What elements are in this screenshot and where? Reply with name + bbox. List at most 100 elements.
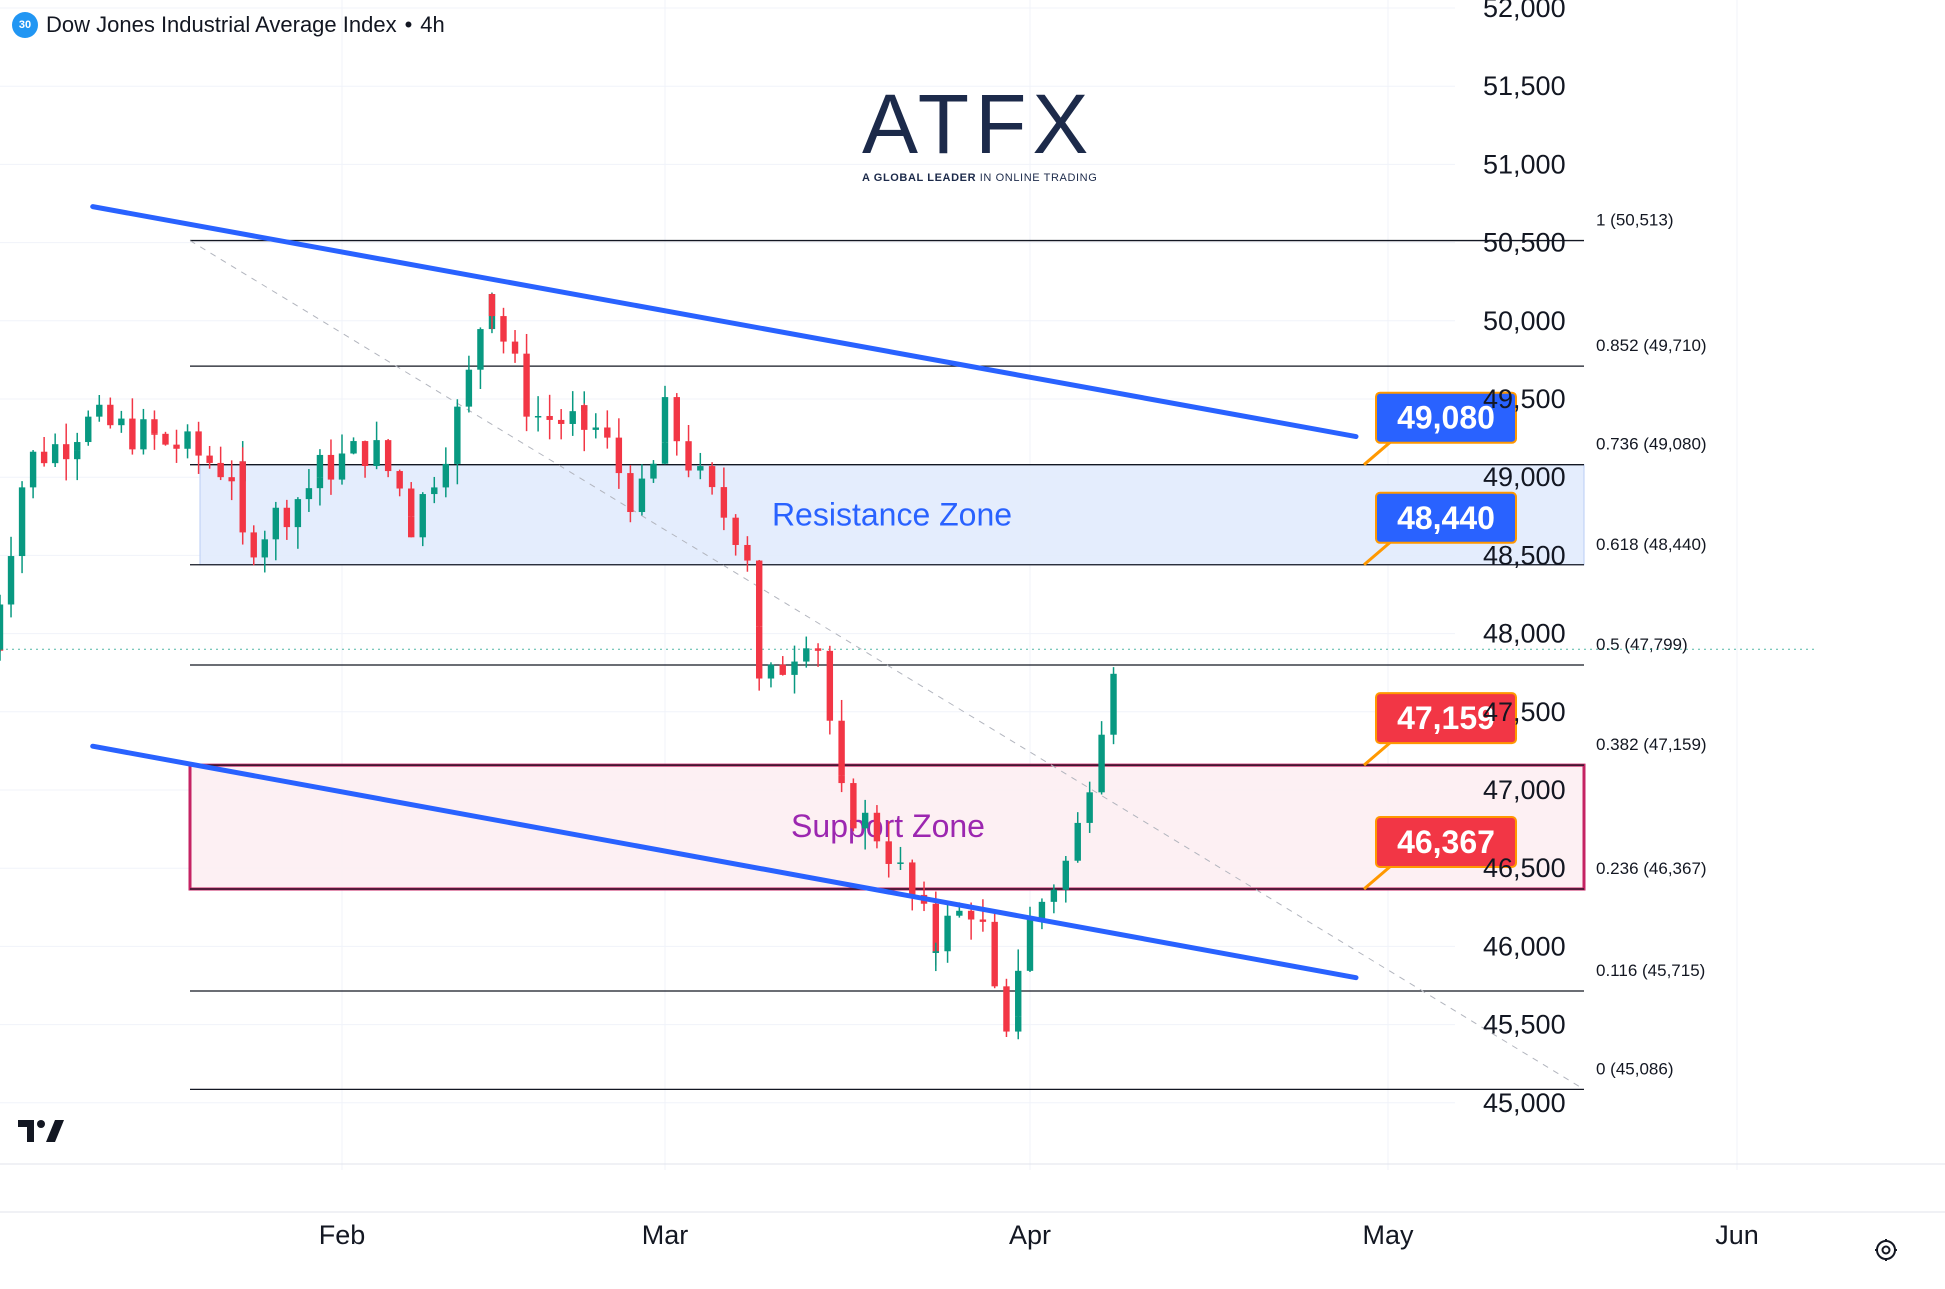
candle[interactable] [1074,812,1081,863]
candle-body[interactable] [96,404,103,417]
candle-body[interactable] [272,507,280,540]
candle-body[interactable] [546,415,553,420]
candle[interactable] [151,430,158,439]
candle-body[interactable] [151,419,158,434]
settings-gear-icon[interactable] [1872,1236,1900,1264]
candle[interactable] [673,393,680,456]
candle[interactable] [546,394,553,440]
candle[interactable] [419,492,426,547]
candle-body[interactable] [1015,970,1022,1017]
candle[interactable] [885,821,892,878]
candle-body[interactable] [1074,822,1081,861]
x-tick-label[interactable]: Jun [1715,1220,1759,1250]
candle[interactable] [173,429,180,463]
candle-body[interactable] [604,427,611,438]
candle-body[interactable] [956,910,963,916]
candle[interactable] [697,452,704,480]
candle-body[interactable] [195,431,202,456]
candle[interactable] [1098,721,1105,795]
callout-box[interactable] [1375,816,1517,869]
candle[interactable] [228,460,235,501]
candle[interactable] [18,481,26,574]
candle[interactable] [991,912,998,989]
candle[interactable] [62,423,70,481]
candle-body[interactable] [316,477,324,489]
candle[interactable] [1086,781,1093,833]
candle-body[interactable] [826,650,834,721]
candle[interactable] [1050,884,1058,914]
candle-body[interactable] [140,419,147,450]
x-tick-label[interactable]: Apr [1009,1220,1051,1250]
y-axis[interactable]: 52,000 51,500 51,000 50,500 50,000 49,500 49,0… [1483,0,1566,1118]
candle[interactable] [0,636,4,653]
candle[interactable] [627,464,634,523]
candle-body[interactable] [294,499,302,528]
candle[interactable] [661,385,669,444]
candle[interactable] [85,410,92,446]
candle[interactable] [305,469,313,512]
candle-body[interactable] [1062,860,1069,890]
candle-body[interactable] [396,471,403,489]
y-tick-label[interactable]: 49,000 [1483,462,1566,492]
candle-body[interactable] [791,661,798,675]
candle-body[interactable] [62,444,70,460]
y-tick-label[interactable]: 48,000 [1483,619,1566,649]
candle-body[interactable] [697,466,704,471]
candle-body[interactable] [569,411,576,424]
candle-body[interactable] [592,427,599,430]
candle-body[interactable] [1038,901,1046,919]
candle[interactable] [873,805,881,849]
candle-body[interactable] [477,329,484,370]
candle-body[interactable] [661,397,669,443]
candle[interactable] [465,355,473,413]
candle[interactable] [316,475,324,506]
candle-body[interactable] [0,604,4,650]
candle[interactable] [118,410,125,433]
candle-body[interactable] [454,406,461,464]
candle-body[interactable] [217,462,224,478]
callout-box[interactable] [1375,692,1517,745]
candle-body[interactable] [500,316,507,342]
candle-body[interactable] [909,862,916,895]
candle-body[interactable] [581,405,588,430]
candle[interactable] [454,399,461,485]
candle[interactable] [184,424,191,459]
candle[interactable] [261,530,268,573]
candle[interactable] [361,440,369,478]
candle[interactable] [791,645,798,694]
y-tick-label[interactable]: 50,000 [1483,306,1566,336]
candle[interactable] [814,643,822,667]
candle[interactable] [979,899,987,932]
candle-body[interactable] [107,404,114,426]
candle[interactable] [803,636,810,668]
candle[interactable] [51,433,59,468]
candle[interactable] [897,846,904,871]
y-tick-label[interactable]: 52,000 [1483,0,1566,23]
candle[interactable] [74,432,81,463]
y-tick-label[interactable]: 46,500 [1483,853,1566,883]
candle-body[interactable] [442,463,450,488]
candle-body[interactable] [850,783,857,829]
candle[interactable] [294,497,302,549]
candle-body[interactable] [744,544,751,561]
chart-header[interactable]: 30 Dow Jones Industrial Average Index • … [12,10,445,40]
y-tick-label[interactable]: 48,500 [1483,540,1566,570]
candle-body[interactable] [627,473,634,513]
x-tick-label[interactable]: Feb [319,1220,366,1250]
candle-body[interactable] [897,862,904,864]
candle[interactable] [850,778,857,832]
candle[interactable] [861,799,869,850]
candle-body[interactable] [1098,734,1105,793]
candle[interactable] [932,942,940,972]
lower-trendline[interactable] [90,743,1359,981]
x-axis[interactable]: Feb Mar Apr May Jun [319,1220,1759,1250]
candle-body[interactable] [838,720,845,776]
candle-body[interactable] [40,451,48,464]
candle[interactable] [638,464,646,516]
price-callout[interactable]: 46,367 [1363,816,1517,891]
candle-body[interactable] [184,431,191,449]
candle[interactable] [107,397,114,429]
candle-body[interactable] [206,455,213,463]
price-callout[interactable]: 48,440 [1363,491,1517,566]
candle-body[interactable] [720,487,728,518]
